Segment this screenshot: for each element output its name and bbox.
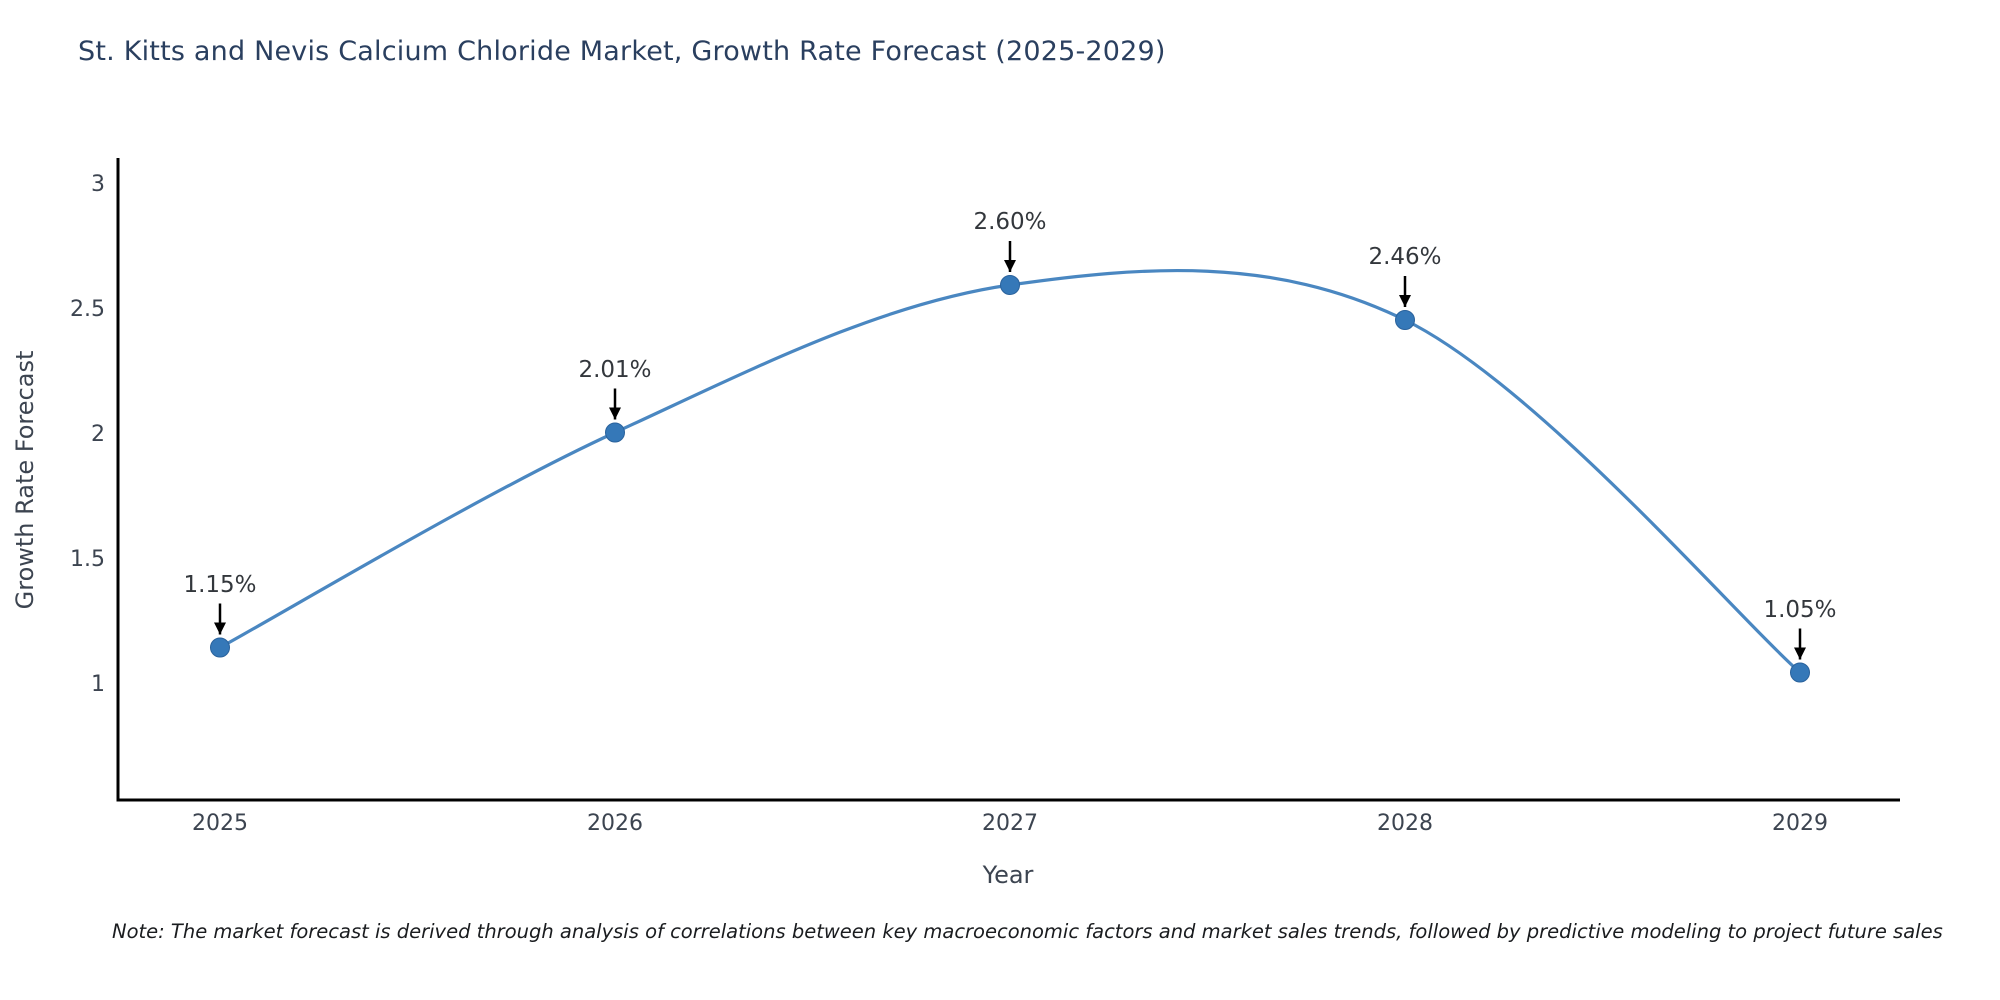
y-tick-label: 2 bbox=[91, 422, 105, 447]
x-tick-label: 2026 bbox=[587, 811, 643, 836]
data-point-marker bbox=[1790, 662, 1810, 683]
forecast-line bbox=[218, 268, 1802, 675]
y-tick-label: 3 bbox=[91, 172, 105, 197]
chart-title: St. Kitts and Nevis Calcium Chloride Mar… bbox=[78, 36, 1166, 67]
point-value-label: 2.46% bbox=[1368, 244, 1442, 270]
y-tick-label: 1 bbox=[91, 672, 105, 697]
data-point-marker bbox=[210, 637, 230, 658]
axis-spines bbox=[116, 158, 1900, 802]
forecast-line-path bbox=[218, 268, 1802, 675]
data-point-marker bbox=[605, 422, 625, 443]
y-tick-label: 1.5 bbox=[70, 547, 105, 572]
x-tick-label: 2029 bbox=[1772, 811, 1828, 836]
x-tick-label: 2028 bbox=[1377, 811, 1433, 836]
x-tick-label: 2025 bbox=[192, 811, 248, 836]
x-axis-title: Year bbox=[982, 861, 1034, 889]
data-point-marker bbox=[1395, 310, 1415, 330]
y-tick-label: 2.5 bbox=[70, 297, 105, 322]
footnote: Note: The market forecast is derived thr… bbox=[112, 920, 1943, 943]
data-point-markers bbox=[210, 275, 1810, 683]
annotation-arrows bbox=[214, 241, 1806, 660]
point-value-label: 1.15% bbox=[183, 571, 257, 598]
x-tick-label: 2027 bbox=[982, 811, 1038, 836]
point-value-label: 1.05% bbox=[1763, 596, 1837, 623]
point-value-label: 2.60% bbox=[973, 209, 1047, 235]
point-value-label: 2.01% bbox=[578, 356, 652, 383]
y-axis-title: Growth Rate Forecast bbox=[11, 350, 39, 610]
data-point-marker bbox=[1000, 275, 1020, 295]
